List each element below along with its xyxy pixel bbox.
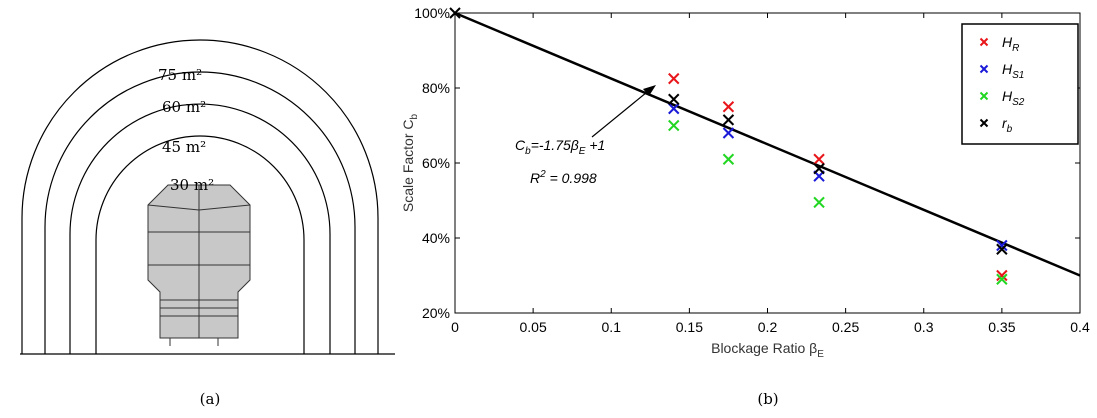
data-point <box>668 72 680 85</box>
data-point <box>722 101 735 113</box>
data-point <box>722 127 735 139</box>
caption: (b) <box>757 390 778 408</box>
x-tick-label: 0.4 <box>1070 319 1090 335</box>
text-part: H <box>1002 88 1013 104</box>
area-label: 45 m² <box>162 138 206 156</box>
legend-marker <box>979 91 989 101</box>
arrow <box>591 87 653 138</box>
fit-equation: Cb​=-1.75βE​ +1 <box>515 137 605 157</box>
text-part: Blockage Ratio β <box>711 340 817 356</box>
data-point <box>996 243 1008 255</box>
tunnel-45 <box>69 103 331 354</box>
legend-label: HS1​ <box>1002 61 1024 81</box>
area-label: 30 m² <box>170 176 214 194</box>
text-part: Scale Factor C <box>400 119 416 212</box>
subscript: b <box>525 146 531 157</box>
legend-box <box>961 23 1079 145</box>
tunnel-75 <box>21 39 379 354</box>
data-point <box>722 153 735 165</box>
x-tick-label: 0.1 <box>602 319 622 335</box>
legend-label: HS2​ <box>1002 88 1025 108</box>
text-part: C <box>515 137 526 153</box>
subscript: R <box>1012 43 1019 54</box>
subscript: b <box>409 113 420 119</box>
r-squared: R2​ = 0.998 <box>530 169 597 186</box>
x-tick-label: 0.3 <box>914 319 934 335</box>
arrow-head <box>643 85 656 96</box>
data-point <box>722 114 735 126</box>
y-tick-label: 20% <box>422 305 450 321</box>
data-point <box>813 153 825 165</box>
x-tick-label: 0.25 <box>832 319 859 335</box>
x-axis-label: Blockage Ratio βE​ <box>711 340 824 360</box>
plot-frame <box>454 12 1081 314</box>
x-tick-label: 0.05 <box>520 319 547 335</box>
data-point <box>813 196 825 209</box>
data-point <box>996 273 1008 285</box>
x-tick-label: 0.2 <box>758 319 778 335</box>
subscript: S2 <box>1012 97 1025 108</box>
train <box>147 184 251 346</box>
legend-marker <box>979 37 989 47</box>
data-point <box>813 162 825 175</box>
subscript: E <box>579 146 586 157</box>
data-point <box>996 269 1008 282</box>
subscript: S1 <box>1012 70 1024 81</box>
data-point <box>668 119 680 132</box>
area-label: 60 m² <box>162 98 206 116</box>
subscript: E <box>817 349 824 360</box>
caption: (a) <box>200 390 221 408</box>
tunnel-diagram <box>20 39 395 355</box>
data-point <box>996 239 1008 252</box>
y-tick-label: 80% <box>422 80 450 96</box>
subscript: b <box>1007 124 1013 135</box>
text-part: =-1.75β <box>531 137 579 153</box>
y-axis-label: Scale Factor Cb​ <box>400 113 420 212</box>
fit-line <box>454 11 1081 277</box>
data-point <box>668 102 680 115</box>
area-label: 75 m² <box>158 66 202 84</box>
x-tick-label: 0.15 <box>676 319 703 335</box>
y-tick-label: 40% <box>422 230 450 246</box>
legend-marker <box>979 64 989 74</box>
data-point <box>668 93 680 105</box>
data-point <box>449 7 461 19</box>
text-part: H <box>1002 61 1013 77</box>
text-part: R <box>530 170 540 186</box>
y-tick-label: 100% <box>414 5 450 21</box>
x-tick-label: 0 <box>451 319 459 335</box>
tunnel-60 <box>44 71 356 354</box>
text-part: r <box>1002 115 1008 131</box>
text-part: H <box>1002 34 1013 50</box>
legend-label: HR​ <box>1002 34 1019 54</box>
x-tick-label: 0.35 <box>988 319 1015 335</box>
tunnel-30 <box>95 135 305 354</box>
legend-label: rb​ <box>1002 115 1013 135</box>
area-labels: 75 m² 60 m² 45 m² 30 m² <box>158 66 214 194</box>
text-part: +1 <box>585 137 605 153</box>
y-tick-label: 60% <box>422 155 450 171</box>
superscript: 2 <box>539 169 546 180</box>
legend-marker <box>979 118 989 128</box>
text-part: = 0.998 <box>546 170 597 186</box>
